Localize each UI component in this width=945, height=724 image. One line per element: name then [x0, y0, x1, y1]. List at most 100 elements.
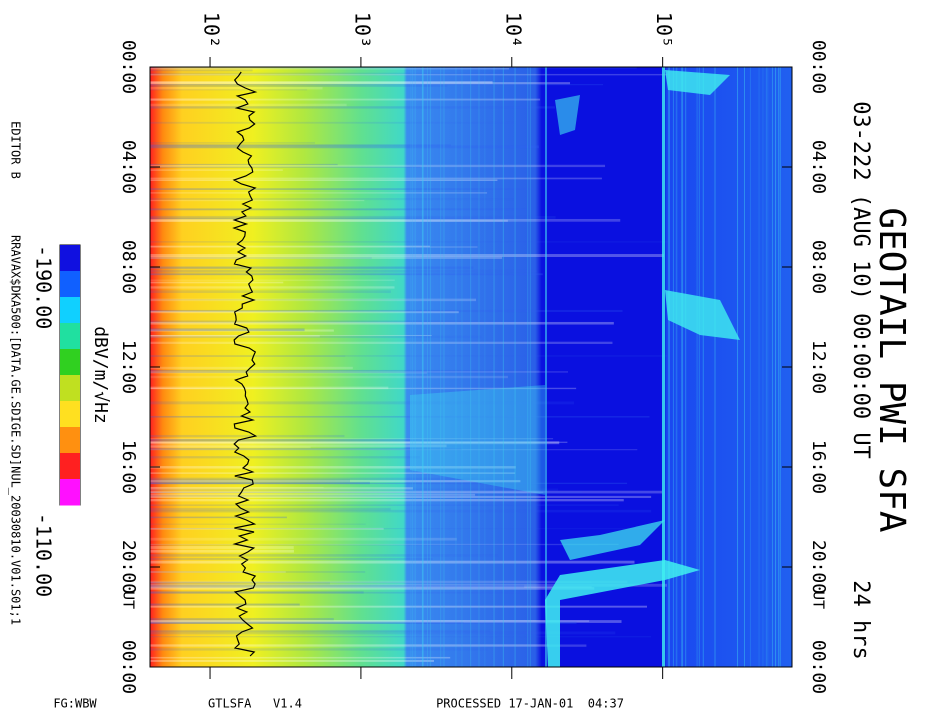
colorbar-cell: [60, 401, 80, 428]
y-tick-label: 04:00: [808, 140, 829, 194]
x-tick-label: 10⁵: [652, 12, 676, 48]
texture-stripe: [744, 67, 746, 667]
emission: [410, 385, 545, 495]
texture-streak: [150, 583, 667, 587]
texture-streak: [150, 218, 621, 222]
texture-stripe: [461, 67, 463, 667]
texture-stripe: [414, 67, 416, 667]
y-tick-label: 04:00: [118, 140, 139, 194]
texture-streak: [150, 546, 294, 549]
texture-stripe: [765, 67, 767, 667]
texture-streak: [150, 620, 622, 623]
texture-edge: [545, 67, 547, 667]
emission: [665, 70, 730, 95]
texture: [150, 67, 781, 667]
texture-streak: [150, 98, 541, 101]
texture-streak: [150, 482, 628, 485]
texture-streak: [150, 241, 668, 243]
colorbar-cell: [60, 427, 80, 454]
texture-streak: [150, 648, 488, 651]
texture-streak: [150, 366, 353, 370]
texture-stripe: [484, 67, 486, 667]
texture-streak: [150, 163, 338, 166]
texture-streak: [150, 142, 316, 144]
texture-stripe: [442, 67, 444, 667]
texture-streak: [150, 490, 662, 494]
texture-stripe: [775, 67, 777, 667]
texture-streak: [150, 375, 508, 379]
texture-streak: [150, 544, 599, 546]
texture-streak: [150, 198, 515, 201]
texture-stripe: [778, 67, 780, 667]
texture-streak: [150, 581, 330, 585]
texture-streak: [150, 355, 668, 357]
texture-streak: [150, 448, 462, 451]
texture-stripe: [422, 67, 424, 667]
colorbar-label: dBV/m/√Hz: [90, 326, 111, 424]
texture-streak: [150, 387, 577, 390]
texture-stripe: [529, 67, 531, 667]
texture-stripe: [762, 67, 764, 667]
editor: EDITOR B: [9, 121, 23, 179]
emission: [665, 290, 740, 340]
texture-streak: [150, 256, 503, 259]
texture-streak: [150, 504, 619, 506]
texture-streak: [150, 493, 476, 496]
texture-streak: [150, 523, 366, 525]
texture-streak: [150, 89, 308, 91]
texture-stripe: [714, 67, 716, 667]
texture-streak: [150, 571, 366, 573]
emission: [555, 95, 580, 135]
texture-streak: [150, 144, 451, 147]
texture-streak: [150, 509, 652, 513]
texture-streak: [150, 98, 251, 101]
texture-stripe: [702, 67, 704, 667]
texture-streak: [150, 166, 421, 168]
texture-streak: [150, 84, 448, 87]
y-tick-label: 00:00: [808, 40, 829, 94]
colorbar-cell: [60, 453, 80, 480]
colorbar-cell: [60, 375, 80, 402]
texture-streak: [150, 477, 518, 481]
texture-streak: [150, 619, 251, 621]
texture-stripe: [478, 67, 480, 667]
texture-streak: [150, 281, 284, 284]
texture-streak: [150, 369, 540, 373]
y-tick-label: 16:00: [118, 440, 139, 494]
texture-streak: [150, 558, 433, 560]
texture-streak: [150, 257, 372, 259]
texture-stripe: [514, 67, 516, 667]
texture-streak: [150, 644, 549, 647]
texture-stripe: [698, 67, 700, 667]
texture-streak: [150, 309, 623, 313]
texture-streak: [150, 208, 528, 211]
texture-streak: [150, 321, 614, 325]
colorbar-cell: [60, 323, 80, 350]
texture-streak: [150, 438, 554, 440]
texture-streak: [150, 466, 516, 469]
texture-streak: [150, 73, 668, 76]
x-tick-label: 10²: [200, 12, 224, 48]
texture-streak: [150, 67, 510, 70]
y-tick-label: 20:00: [118, 540, 139, 594]
texture-stripe: [681, 67, 683, 667]
texture-streak: [150, 372, 428, 374]
texture-stripe: [668, 67, 670, 667]
texture-streak: [150, 341, 613, 344]
texture-streak: [150, 217, 497, 220]
texture-streak: [150, 631, 616, 635]
file-path: RRAVAX$DKA500:[DATA.GE.SDIGE.SD]NUL_2003…: [9, 235, 23, 625]
texture-stripe: [758, 67, 760, 667]
colorbar-cell: [60, 349, 80, 376]
colorbar-tick-label: -110.00: [32, 513, 56, 597]
texture-streak: [150, 495, 652, 498]
texture-stripe: [493, 67, 495, 667]
texture-streak: [150, 371, 569, 373]
texture-streak: [150, 472, 516, 474]
footer-program: GTLSFA V1.4: [208, 697, 302, 711]
texture-stripe: [421, 67, 423, 667]
texture-streak: [150, 269, 537, 273]
y-tick-label: 16:00: [808, 440, 829, 494]
texture-streak: [150, 334, 432, 337]
texture-streak: [150, 629, 490, 633]
